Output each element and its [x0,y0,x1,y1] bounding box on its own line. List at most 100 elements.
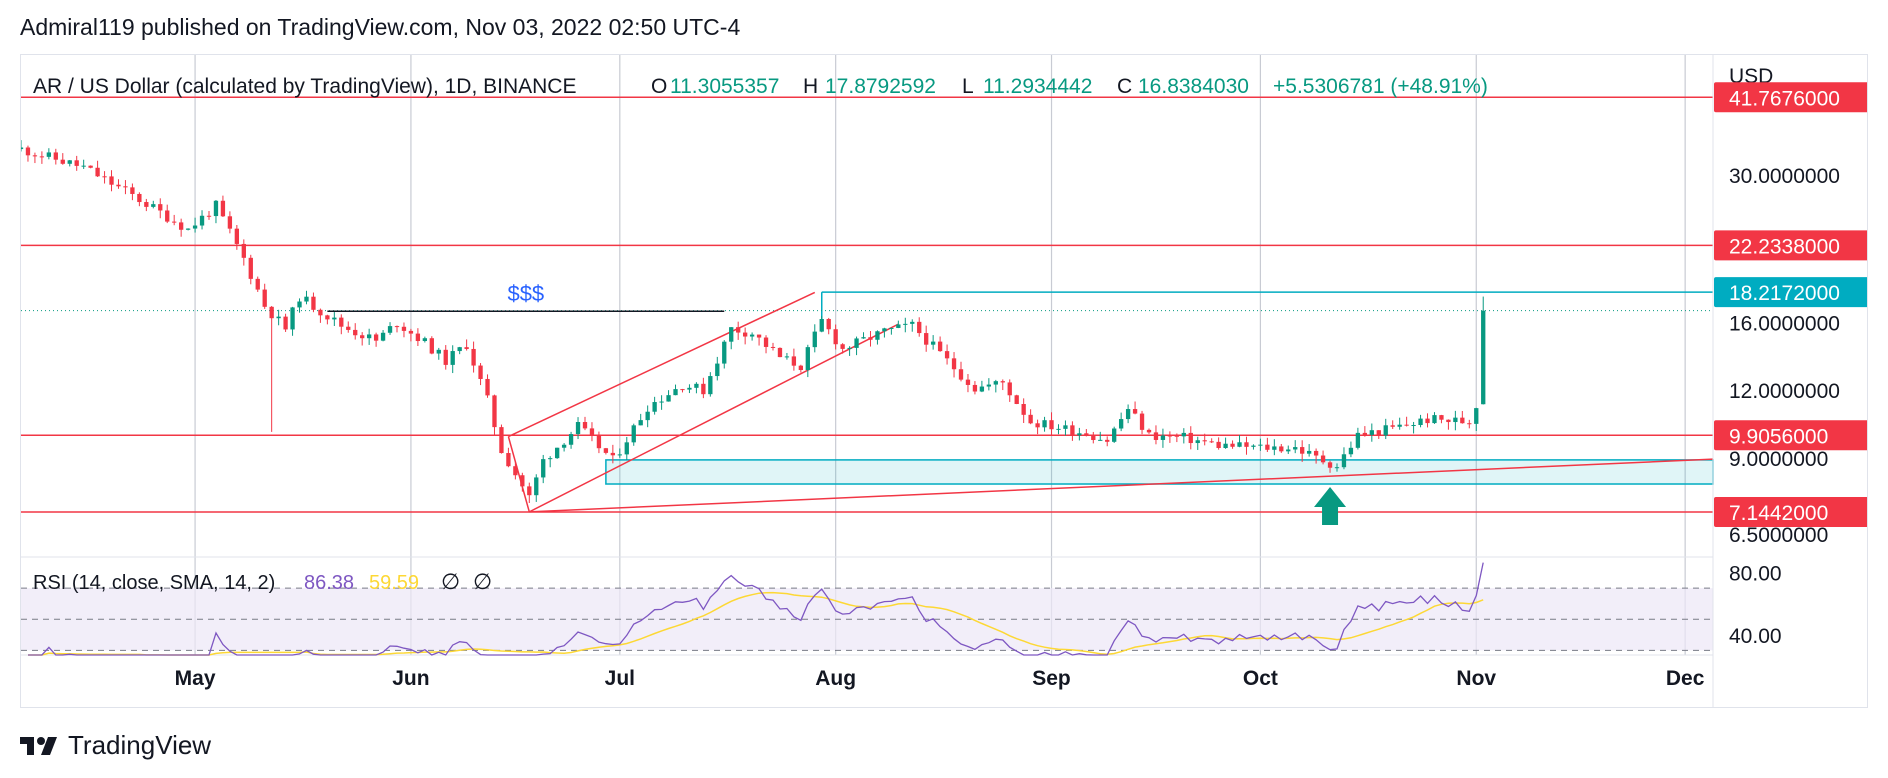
candle-body [53,152,58,160]
candle-body [1425,418,1430,424]
chart-svg[interactable]: $$$ RSI (14, close, SMA, 14, 2) 86.38 59.5… [21,55,1867,707]
candle-body [1279,446,1284,452]
empty-set-icon: ∅ [473,569,492,594]
time-tick-label: Dec [1666,667,1705,690]
candle-body [499,427,504,454]
candle-body [471,348,476,366]
candle-body [680,389,685,391]
candle-body [366,334,372,339]
candle-body [1439,415,1444,420]
candle-body [1293,447,1298,450]
price-label-box [1714,230,1867,261]
candle-body [1237,442,1242,447]
candle-body [548,458,553,460]
candle-body [944,351,950,359]
candle-body [568,434,574,445]
candle-body [1474,408,1479,424]
candle-body [450,351,455,365]
candle-body [631,425,636,443]
candle-body [1320,455,1326,463]
candle-body [311,296,316,310]
candle-body [1453,417,1458,423]
candle-body [1481,310,1486,405]
candle-body [1105,439,1110,442]
candle-body [889,327,894,329]
chart-frame[interactable]: $$$ RSI (14, close, SMA, 14, 2) 86.38 59.5… [20,54,1868,708]
candle-body [749,334,755,337]
candle-body [25,147,31,156]
candle-body [847,347,852,349]
candle-body [582,422,588,429]
candle-body [88,165,93,168]
rsi-legend-label: RSI (14, close, SMA, 14, 2) [33,572,275,594]
grid-layer [21,55,1713,656]
candle-body [770,346,776,348]
candle-body [1244,442,1249,447]
candle-body [1460,417,1465,424]
candle-body [1383,425,1388,436]
candle-body [401,326,407,331]
candle-body [116,184,121,187]
price-label-text: 41.7676000 [1729,87,1840,110]
candle-body [213,200,219,217]
candle-body [589,428,595,436]
candle-body [652,402,657,412]
candle-body [617,454,622,456]
price-label-box [1714,82,1867,113]
candle-body [457,347,462,352]
candle-body [318,309,323,316]
candle-body [1202,440,1207,442]
price-label-text: 22.2338000 [1729,235,1840,258]
candle-body [924,333,929,345]
candle-body [492,395,497,428]
tradingview-logo[interactable]: TradingView [20,730,211,761]
channel-lower-line [528,323,899,513]
price-label-box [1714,277,1867,308]
rsi-value: 86.38 [304,572,354,594]
candle-body [722,341,727,364]
candle-body [687,387,692,390]
candle-body [123,186,128,188]
candle-body [192,225,198,229]
candle-body [791,356,797,366]
low-label: L [962,75,974,98]
candle-body [1021,404,1026,415]
candle-body [513,466,518,476]
candle-body [1313,450,1319,456]
candle-body [248,257,253,279]
candle-body [144,202,149,207]
candle-body [1035,423,1040,428]
high-value: 17.8792592 [825,75,936,98]
demand-zone [605,459,1714,485]
candle-body [199,215,205,226]
candle-body [1390,425,1395,427]
candle-body [638,420,643,426]
candle-body [339,317,344,327]
candle-body [1362,432,1368,435]
candle-body [910,321,915,324]
candle-body [1355,432,1361,448]
candle-body [360,335,365,339]
candle-body [1306,450,1312,454]
candle-body [1014,395,1019,405]
tradingview-logo-icon [20,736,57,755]
close-label: C [1117,75,1132,98]
candle-body [1188,432,1193,444]
tradingview-logo-text: TradingView [68,730,212,760]
candle-body [95,167,100,177]
candle-body [777,347,783,358]
candle-body [1265,444,1270,450]
candle-body [422,338,428,342]
candle-body [673,389,678,396]
price-label-box [1714,497,1867,528]
candle-body [353,329,358,336]
candle-body [220,200,226,217]
candle-body [429,338,434,354]
candle-body [603,448,609,453]
candle-body [659,401,664,403]
candle-body [234,228,240,244]
candle-body [520,475,525,487]
price-tick-label: 16.0000000 [1729,313,1840,336]
candle-body [1209,441,1214,443]
price-tick-label: 12.0000000 [1729,380,1840,403]
